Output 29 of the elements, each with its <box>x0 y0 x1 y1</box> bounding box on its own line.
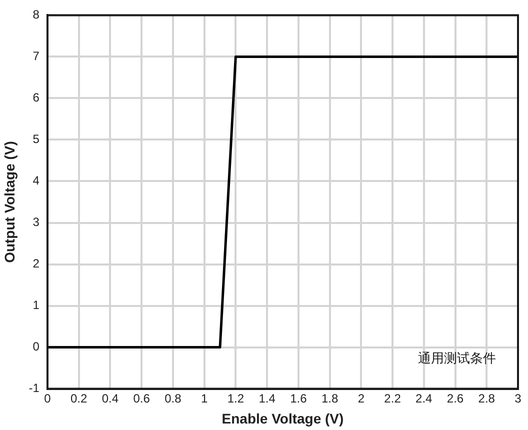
y-tick-label: 8 <box>32 8 40 22</box>
x-tick-label: 2 <box>358 391 365 406</box>
y-tick-label: 2 <box>32 256 40 271</box>
y-axis-title: Output Voltage (V) <box>1 141 18 263</box>
x-tick-label: 0 <box>44 391 52 406</box>
y-tick-label: 1 <box>32 298 40 312</box>
x-tick-label: 0.4 <box>102 391 119 406</box>
x-tick-label: 2.4 <box>416 391 433 406</box>
x-tick-label: 2.2 <box>384 391 402 406</box>
y-tick-label: 4 <box>32 174 40 188</box>
x-tick-label: 1.8 <box>321 391 338 406</box>
x-axis-title: Enable Voltage (V) <box>222 410 344 426</box>
x-tick-label: 1 <box>200 391 208 406</box>
y-tick-label: 3 <box>32 215 40 230</box>
x-tick-label: 0.6 <box>133 391 150 406</box>
y-tick-label: -1 <box>28 381 40 396</box>
y-tick-label: 5 <box>32 132 40 146</box>
x-tick-label: 0.8 <box>164 391 182 406</box>
x-tick-label: 0.2 <box>70 391 88 406</box>
annotation: 通用测试条件 <box>418 350 496 366</box>
x-tick-label: 2.8 <box>478 391 496 406</box>
x-tick-label: 2.6 <box>446 391 464 406</box>
x-tick-label: 1.4 <box>258 391 276 406</box>
y-tick-label: 0 <box>32 340 40 354</box>
x-tick-label: 3 <box>514 391 522 406</box>
y-tick-label: 7 <box>32 49 40 64</box>
x-tick-label: 1.2 <box>227 391 244 406</box>
y-tick-label: 6 <box>32 90 40 105</box>
x-tick-label: 1.6 <box>290 391 308 406</box>
